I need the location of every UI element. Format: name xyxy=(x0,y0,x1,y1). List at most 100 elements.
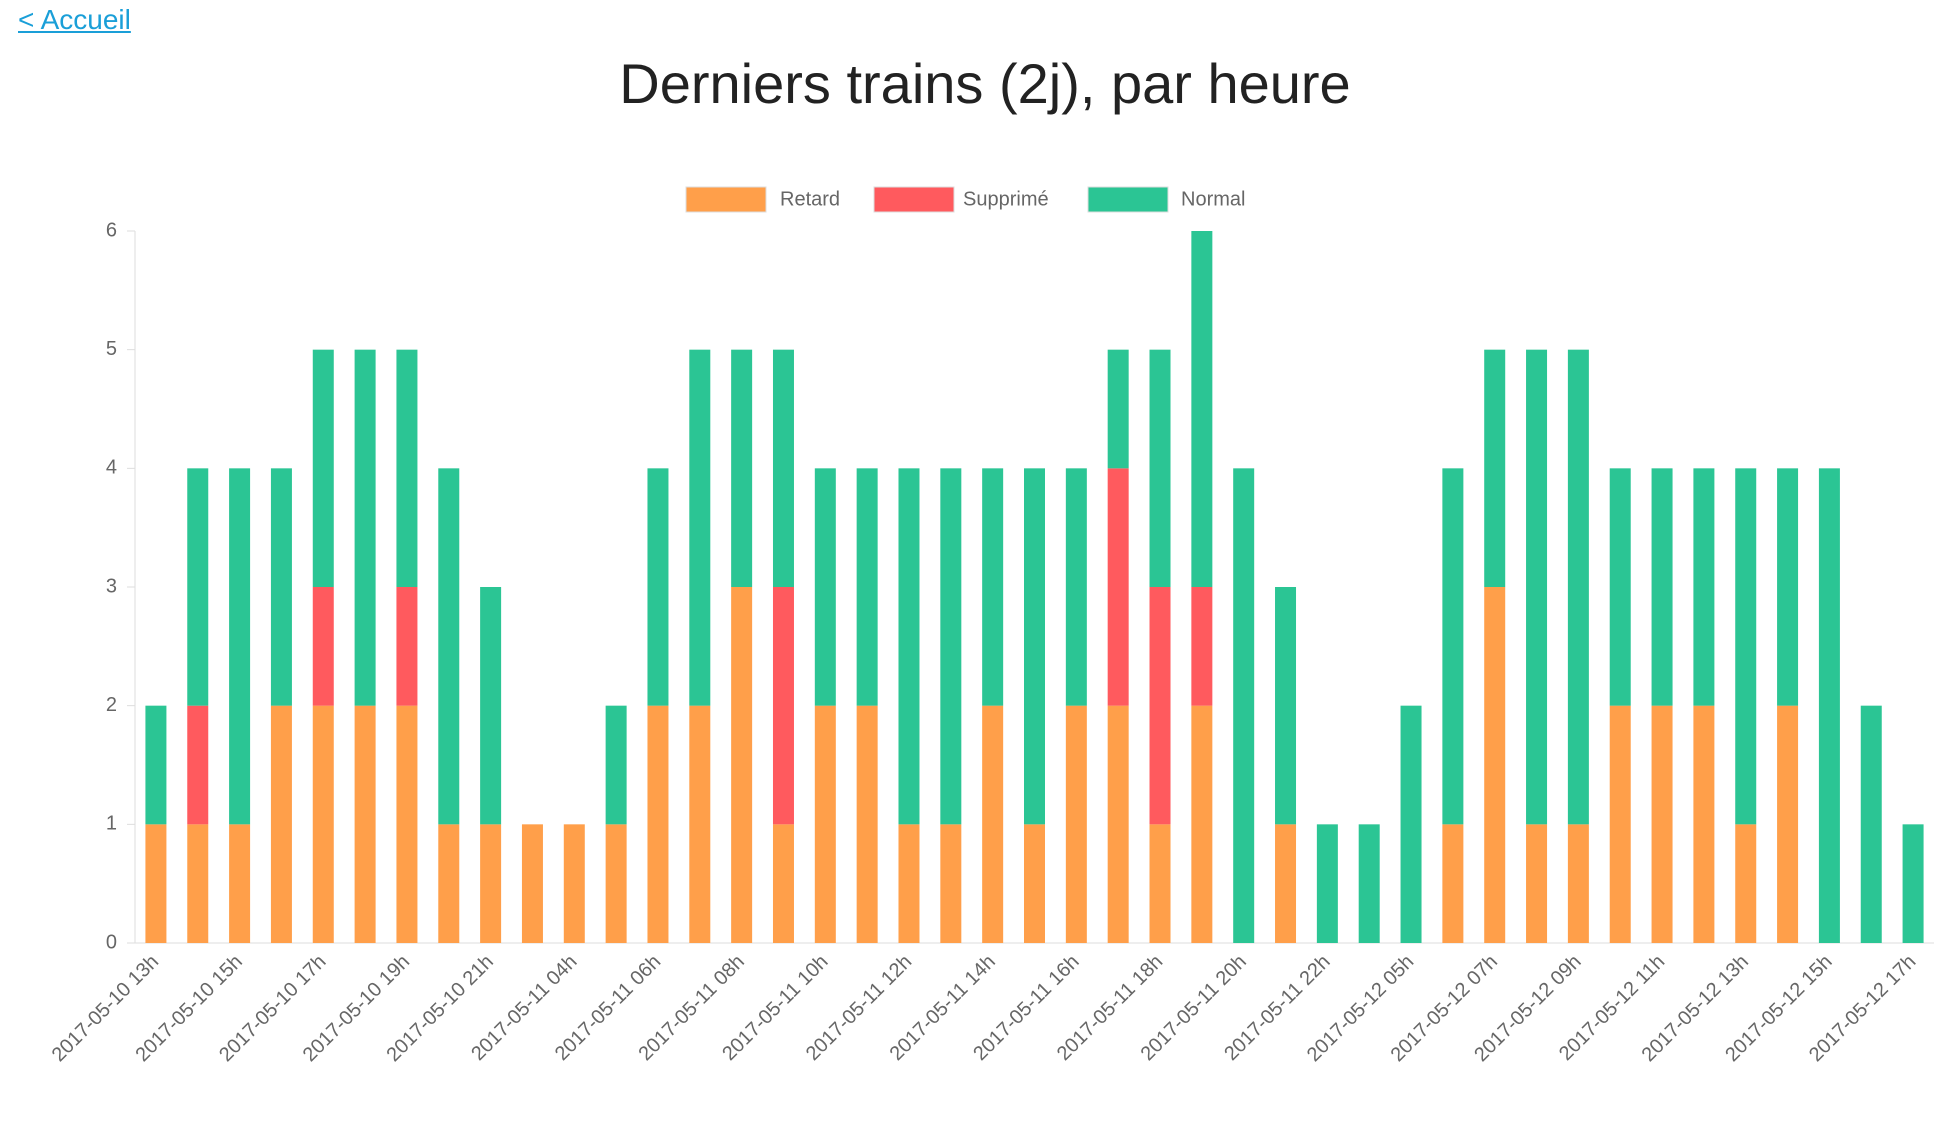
bar-segment xyxy=(187,705,209,825)
bar-segment xyxy=(1567,824,1589,943)
bar-segment xyxy=(1191,705,1213,943)
bar-segment xyxy=(1107,349,1129,469)
bar-segment xyxy=(270,468,292,706)
bar-segment xyxy=(1651,705,1673,943)
bar-segment xyxy=(312,349,334,587)
bar-segment xyxy=(1484,349,1506,587)
bar-segment xyxy=(521,824,543,943)
bar-segment xyxy=(1442,824,1464,943)
bar-segment xyxy=(1609,468,1631,706)
bar-segment xyxy=(647,468,669,706)
bar-segment xyxy=(1860,705,1882,943)
bar-segment xyxy=(1777,468,1799,706)
bar-segment xyxy=(982,705,1004,943)
legend-label: Retard xyxy=(780,188,840,210)
bar-segment xyxy=(1316,824,1338,943)
bar-segment xyxy=(898,468,920,825)
bar-segment xyxy=(1024,468,1045,825)
y-tick-label: 5 xyxy=(106,338,117,360)
bar-segment xyxy=(647,705,669,943)
y-tick-label: 0 xyxy=(106,931,117,953)
legend-swatch xyxy=(685,186,767,213)
bar-segment xyxy=(1818,468,1840,943)
bar-segment xyxy=(1149,349,1171,587)
bar-segment xyxy=(689,349,711,706)
bar-segment xyxy=(354,705,376,943)
bar-segment xyxy=(731,349,753,587)
bar-segment xyxy=(814,705,836,943)
bar-segment xyxy=(605,705,627,825)
bar-segment xyxy=(1233,468,1255,943)
y-tick-label: 1 xyxy=(106,813,117,835)
bar-segment xyxy=(1275,587,1297,825)
bar-segment xyxy=(1526,349,1548,825)
bar-segment xyxy=(1107,468,1129,706)
bar-segment xyxy=(1609,705,1631,943)
bar-segment xyxy=(187,468,209,706)
bar-segment xyxy=(1065,705,1087,943)
bar-segment xyxy=(940,468,962,825)
bar-segment xyxy=(1777,705,1799,943)
bar-segment xyxy=(438,824,460,943)
bar-segment xyxy=(1149,824,1171,943)
bar-segment xyxy=(1735,824,1757,943)
chart-title: Derniers trains (2j), par heure xyxy=(619,52,1350,115)
bar-segment xyxy=(689,705,711,943)
bar-segment xyxy=(480,587,502,825)
bar-segment xyxy=(856,705,878,943)
bar-segment xyxy=(270,705,292,943)
home-link[interactable]: < Accueil xyxy=(18,4,131,35)
bar-segment xyxy=(145,824,167,943)
bar-segment xyxy=(1149,587,1171,825)
y-tick-label: 4 xyxy=(106,457,117,479)
bar-segment xyxy=(982,468,1004,706)
bar-segment xyxy=(1358,824,1380,943)
bar-segment xyxy=(1191,587,1213,706)
bar-segment xyxy=(229,468,251,825)
bar-segment xyxy=(396,587,418,706)
bar-segment xyxy=(396,349,418,587)
bar-segment xyxy=(563,824,585,943)
bar-segment xyxy=(438,468,460,825)
bar-segment xyxy=(814,468,836,706)
bar-segment xyxy=(1735,468,1757,825)
bar-segment xyxy=(312,587,334,706)
bar-segment xyxy=(772,349,794,587)
y-tick-label: 2 xyxy=(106,694,117,716)
bar-segment xyxy=(940,824,962,943)
bar-segment xyxy=(312,705,334,943)
bar-segment xyxy=(1191,231,1213,587)
bar-segment xyxy=(1902,824,1924,943)
bar-segment xyxy=(1107,705,1129,943)
bar-segment xyxy=(145,705,167,825)
bar-segment xyxy=(1484,587,1506,943)
bar-segment xyxy=(1693,705,1715,943)
y-tick-label: 3 xyxy=(106,575,117,597)
bar-segment xyxy=(396,705,418,943)
bar-segment xyxy=(229,824,251,943)
bar-segment xyxy=(1651,468,1673,706)
bar-segment xyxy=(772,824,794,943)
bar-segment xyxy=(480,824,502,943)
bar-segment xyxy=(1065,468,1087,706)
bar-segment xyxy=(772,587,794,825)
bar-segment xyxy=(1567,349,1589,825)
legend-label: Normal xyxy=(1181,188,1245,210)
bar-segment xyxy=(605,824,627,943)
bar-segment xyxy=(731,587,753,943)
bar-segment xyxy=(898,824,920,943)
bar-segment xyxy=(1693,468,1715,706)
bar-segment xyxy=(1024,824,1045,943)
legend-swatch xyxy=(873,186,955,213)
y-tick-label: 6 xyxy=(106,219,117,241)
bar-segment xyxy=(856,468,878,706)
bar-segment xyxy=(1442,468,1464,825)
bar-segment xyxy=(1275,824,1297,943)
bar-segment xyxy=(187,824,209,943)
bar-segment xyxy=(1400,705,1422,943)
legend-label: Supprimé xyxy=(963,188,1049,210)
legend-swatch xyxy=(1087,186,1169,213)
bar-segment xyxy=(354,349,376,706)
